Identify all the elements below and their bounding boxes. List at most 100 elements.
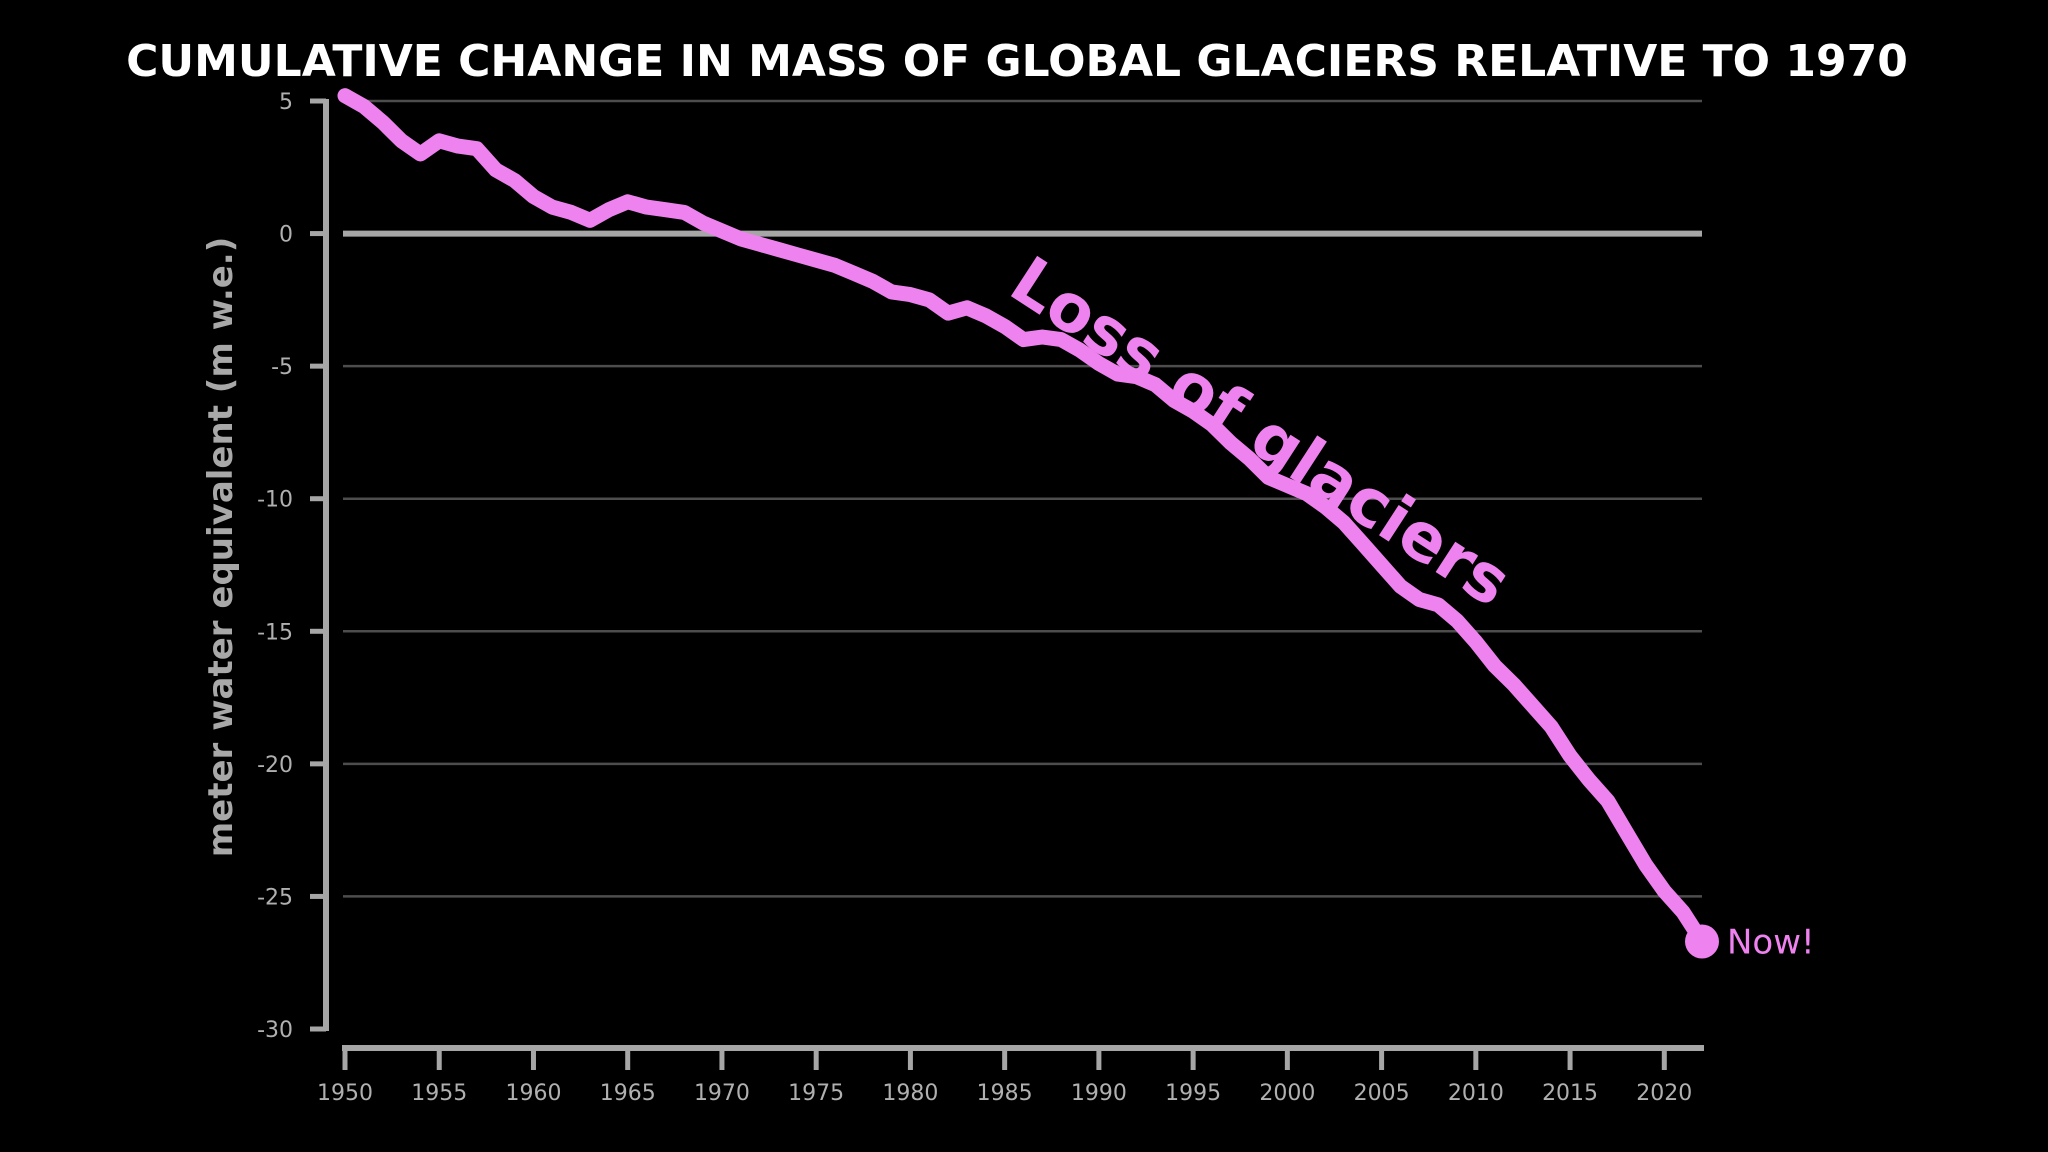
data-point — [907, 291, 914, 298]
data-point — [813, 257, 820, 264]
data-point — [1077, 347, 1083, 354]
end-marker — [1685, 924, 1719, 959]
data-point — [1416, 596, 1423, 603]
data-point — [1039, 334, 1046, 340]
data-point — [869, 278, 876, 285]
data-point — [982, 312, 989, 319]
data-point — [1133, 373, 1140, 380]
data-point — [511, 177, 518, 184]
data-point — [1510, 681, 1517, 688]
data-point — [530, 193, 537, 200]
data-point — [737, 235, 744, 242]
x-tick-label: 2010 — [1448, 1081, 1504, 1106]
data-point — [398, 137, 405, 144]
data-point — [473, 145, 480, 152]
data-point — [1171, 397, 1178, 404]
data-point — [1227, 440, 1234, 446]
data-point — [417, 151, 424, 157]
x-tick-label: 1965 — [600, 1081, 656, 1106]
x-tick-label: 2005 — [1354, 1081, 1410, 1106]
now-annotation: Now! — [1727, 923, 1815, 963]
data-point — [1604, 798, 1611, 804]
x-tick-label: 2020 — [1636, 1081, 1692, 1106]
data-point — [568, 209, 575, 216]
y-tick-label: -5 — [271, 355, 293, 380]
gridlines — [343, 99, 1702, 898]
data-point — [1567, 752, 1574, 759]
y-tick-label: -20 — [257, 753, 293, 778]
data-point — [1152, 381, 1159, 388]
data-point — [1001, 323, 1008, 330]
data-point — [360, 103, 367, 110]
x-tick-label: 1995 — [1165, 1081, 1221, 1106]
data-point — [1472, 638, 1479, 645]
x-tick-label: 1955 — [411, 1081, 467, 1106]
data-point — [926, 296, 933, 303]
data-point — [1114, 371, 1121, 378]
x-axis-ticks: 1950 1955 1960 1965 1970 1975 1980 1985 1990 1995… — [317, 1048, 1692, 1106]
data-point — [888, 288, 895, 295]
x-tick-label: 1980 — [882, 1081, 938, 1106]
data-point — [681, 209, 688, 216]
data-point — [1265, 474, 1272, 481]
data-point — [1284, 482, 1291, 489]
data-point — [643, 204, 650, 211]
data-point — [1642, 861, 1649, 868]
x-tick-label: 1960 — [505, 1081, 561, 1106]
data-point — [964, 304, 970, 311]
y-tick-label: -30 — [257, 1018, 293, 1043]
data-point — [492, 166, 499, 173]
x-tick-label: 1975 — [788, 1081, 844, 1106]
data-point — [1095, 360, 1102, 367]
series — [337, 88, 1719, 959]
data-point — [455, 143, 462, 150]
data-point — [1058, 336, 1065, 343]
data-point — [850, 270, 857, 277]
data-point — [832, 262, 838, 269]
y-tick-label: -10 — [257, 488, 293, 513]
data-point — [1303, 490, 1310, 497]
data-point — [1454, 617, 1460, 624]
data-point — [1209, 421, 1215, 428]
data-point — [1020, 336, 1027, 343]
y-axis-label: meter water equivalent (m w.e.) — [201, 237, 241, 858]
data-point — [1435, 601, 1442, 608]
data-point — [945, 310, 952, 317]
data-point — [1491, 662, 1498, 669]
data-point — [549, 204, 556, 211]
data-point — [587, 217, 593, 224]
data-point — [1246, 455, 1253, 462]
y-axis-ticks: 5 0 -5 -10 -15 -20 -25 -30 — [257, 90, 326, 1043]
data-point — [605, 206, 612, 213]
x-tick-label: 2015 — [1542, 1081, 1598, 1106]
data-point — [1585, 776, 1592, 783]
data-point — [794, 251, 801, 258]
data-point — [1322, 503, 1329, 510]
y-tick-label: -25 — [257, 885, 293, 910]
x-tick-label: 1970 — [694, 1081, 750, 1106]
y-tick-label: 0 — [279, 223, 293, 248]
x-tick-label: 1990 — [1071, 1081, 1127, 1106]
y-tick-label: -15 — [257, 620, 293, 645]
data-point — [718, 227, 725, 234]
x-tick-label: 2000 — [1259, 1081, 1315, 1106]
data-point — [1661, 888, 1668, 895]
x-tick-label: 1950 — [317, 1081, 373, 1106]
data-point — [1340, 519, 1347, 526]
data-point — [1359, 540, 1366, 547]
data-point — [1397, 583, 1404, 590]
data-point — [1529, 702, 1536, 709]
data-point — [1190, 408, 1197, 415]
data-point — [1680, 909, 1687, 916]
data-point — [624, 198, 631, 205]
data-point — [662, 206, 669, 213]
data-point — [379, 119, 386, 126]
data-point — [436, 137, 443, 144]
data-point — [700, 220, 707, 226]
chart-title: CUMULATIVE CHANGE IN MASS OF GLOBAL GLAC… — [126, 36, 1908, 87]
data-point — [756, 241, 763, 248]
y-tick-label: 5 — [279, 90, 293, 115]
x-tick-label: 1985 — [977, 1081, 1033, 1106]
